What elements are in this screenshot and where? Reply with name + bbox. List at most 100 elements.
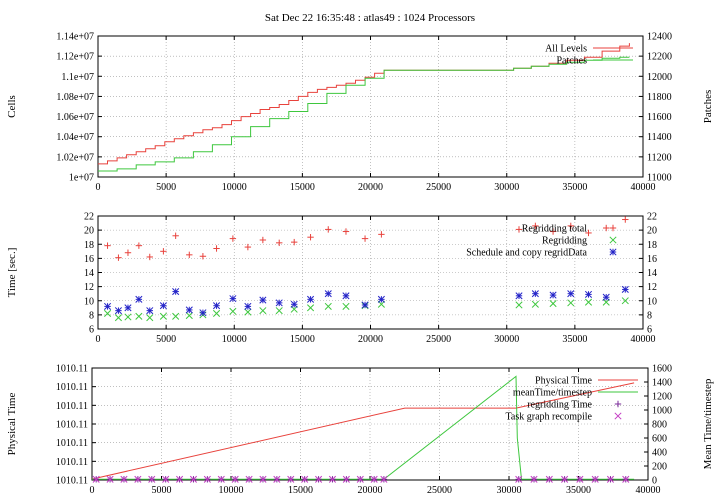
data-point [561, 475, 569, 483]
y2-tick-label: 12 [647, 282, 657, 293]
data-point [124, 313, 132, 321]
data-point [160, 248, 167, 255]
y-tick-label: 1010.11 [56, 476, 88, 487]
legend-label: Task graph recompile [506, 412, 593, 423]
data-point [576, 475, 584, 483]
data-point [259, 236, 267, 244]
x-tick-label: 0 [90, 485, 95, 496]
data-point [301, 475, 309, 483]
data-point [370, 475, 378, 483]
y-tick-label: 1010.11 [56, 420, 88, 431]
y-tick-label: 10 [84, 296, 94, 307]
data-point [213, 245, 220, 252]
x-tick-label: 40000 [631, 334, 656, 345]
data-point [380, 475, 388, 483]
x-tick-label: 30000 [497, 485, 522, 496]
data-point [328, 475, 337, 483]
y-tick-label: 8 [89, 310, 94, 321]
x-tick-label: 35000 [562, 182, 587, 193]
x-tick-label: 10000 [222, 334, 247, 345]
data-point [104, 242, 111, 249]
data-point [591, 475, 599, 483]
data-point [315, 475, 323, 483]
grid [98, 216, 643, 329]
data-point [259, 296, 267, 304]
data-point [307, 233, 314, 241]
data-point [584, 298, 593, 306]
y2-tick-label: 600 [652, 434, 667, 445]
y-tick-label: 6 [89, 325, 94, 336]
y2-axis-label: Mean Time/timestep [702, 378, 714, 469]
y-tick-label: 1e+07 [69, 173, 94, 184]
data-point [622, 216, 629, 223]
y2-tick-label: 11000 [647, 173, 672, 184]
y-axis-label: Physical Time [6, 393, 18, 456]
data-point [114, 314, 122, 322]
y2-tick-label: 20 [647, 226, 657, 237]
y-tick-label: 1.1e+07 [61, 72, 94, 83]
y2-tick-label: 0 [652, 476, 657, 487]
data-point [189, 475, 198, 483]
legend-swatch [609, 236, 617, 244]
series-line [91, 382, 635, 480]
x-tick-label: 10000 [219, 485, 244, 496]
data-point [325, 226, 332, 233]
y-tick-label: 22 [84, 212, 94, 223]
legend-label: Patches [556, 56, 587, 67]
data-point [146, 307, 154, 315]
data-point [244, 243, 252, 251]
y2-tick-label: 18 [647, 240, 657, 251]
data-point [106, 475, 114, 483]
data-point [567, 299, 575, 307]
data-point [135, 295, 143, 303]
data-point [567, 290, 575, 298]
data-point [199, 253, 207, 260]
x-tick-label: 40000 [636, 485, 661, 496]
data-point [259, 475, 267, 483]
data-point [342, 475, 350, 483]
legend-swatch [609, 224, 617, 232]
data-point [584, 290, 593, 298]
data-point [229, 307, 237, 315]
data-point [124, 249, 132, 256]
y-tick-label: 1010.11 [56, 457, 88, 468]
panel-cells: 0 5000 10000 15000 20000 25000 30000 35000 40000… [6, 32, 714, 194]
y-tick-label: 16 [84, 254, 94, 265]
data-point [356, 475, 364, 483]
data-point [585, 229, 592, 237]
data-point [229, 295, 237, 303]
data-point [103, 302, 112, 310]
y-tick-label: 1010.11 [56, 382, 88, 393]
data-point [199, 309, 207, 317]
y2-tick-label: 11600 [647, 112, 672, 123]
chart-title: Sat Dec 22 16:35:48 : atlas49 : 1024 Pro… [265, 12, 475, 24]
y-tick-label: 1.02e+07 [56, 152, 94, 163]
series-markers [103, 285, 629, 317]
data-point [92, 475, 100, 483]
legend-swatch [614, 400, 622, 408]
grid [98, 36, 643, 177]
x-tick-label: 10000 [222, 182, 247, 193]
data-point [185, 312, 193, 320]
data-point [306, 295, 315, 303]
data-point [291, 238, 298, 246]
legend-swatch [609, 248, 617, 256]
data-point [342, 292, 350, 300]
y-tick-label: 1.06e+07 [56, 112, 94, 123]
data-point [290, 300, 298, 308]
x-tick-label: 15000 [290, 334, 315, 345]
data-point [324, 290, 332, 298]
data-point [186, 251, 193, 259]
series-markers [92, 475, 630, 483]
y-tick-label: 1.04e+07 [56, 132, 94, 143]
data-point [342, 228, 350, 235]
y2-tick-label: 11800 [647, 92, 672, 103]
y2-tick-label: 14 [647, 268, 657, 279]
panel-regrid-time: 0 5000 10000 15000 20000 25000 30000 35000 40000… [6, 212, 657, 346]
x-tick-label: 25000 [427, 485, 452, 496]
y-tick-label: 1010.11 [56, 364, 88, 375]
y2-tick-label: 12000 [647, 72, 672, 83]
data-point [146, 253, 153, 261]
data-point [217, 475, 225, 483]
data-point [134, 475, 142, 483]
